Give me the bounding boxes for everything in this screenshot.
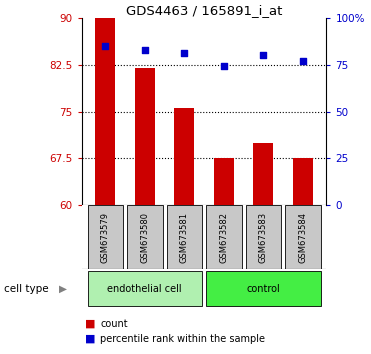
Bar [88, 271, 202, 306]
Text: GSM673580: GSM673580 [140, 212, 149, 263]
Text: ■: ■ [85, 319, 96, 329]
Bar [167, 205, 202, 269]
Bar [88, 205, 123, 269]
Text: count: count [100, 319, 128, 329]
Bar [174, 108, 194, 205]
Text: GSM673579: GSM673579 [101, 212, 110, 263]
Text: ■: ■ [85, 334, 96, 344]
Text: control: control [246, 284, 280, 293]
Bar [293, 159, 313, 205]
Bar [246, 205, 281, 269]
Bar [95, 18, 115, 205]
Text: cell type: cell type [4, 284, 48, 293]
Title: GDS4463 / 165891_i_at: GDS4463 / 165891_i_at [126, 4, 282, 17]
Bar [285, 205, 321, 269]
Bar [253, 143, 273, 205]
Text: endothelial cell: endothelial cell [108, 284, 182, 293]
Point [102, 43, 108, 49]
Text: GSM673584: GSM673584 [298, 212, 307, 263]
Point [142, 47, 148, 52]
Text: percentile rank within the sample: percentile rank within the sample [100, 334, 265, 344]
Text: GSM673583: GSM673583 [259, 212, 268, 263]
Point [181, 51, 187, 56]
Bar [127, 205, 162, 269]
Text: GSM673582: GSM673582 [219, 212, 228, 263]
Bar [206, 271, 321, 306]
Point [260, 52, 266, 58]
Text: ▶: ▶ [59, 284, 68, 293]
Bar [206, 205, 242, 269]
Bar [214, 159, 234, 205]
Bar [135, 68, 155, 205]
Point [300, 58, 306, 64]
Text: GSM673581: GSM673581 [180, 212, 189, 263]
Point [221, 64, 227, 69]
